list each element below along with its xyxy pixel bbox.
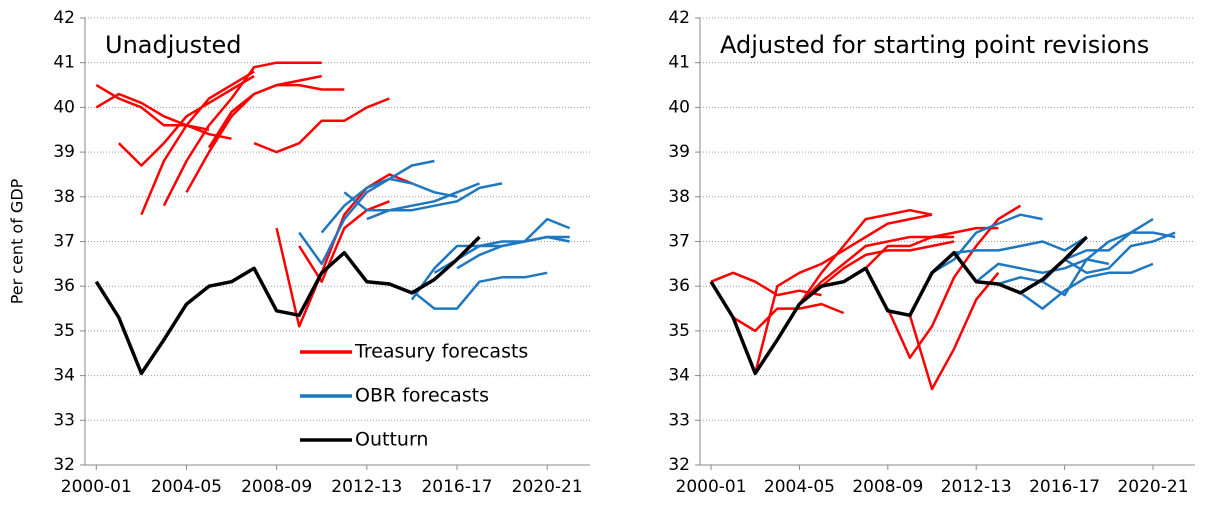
x-tick-label: 2012-13 bbox=[331, 477, 402, 497]
series-line bbox=[140, 70, 255, 216]
series-line bbox=[1019, 262, 1154, 310]
y-tick-label: 36 bbox=[668, 276, 690, 296]
x-tick-label: 2016-17 bbox=[1029, 477, 1100, 497]
series-line bbox=[820, 240, 955, 288]
x-tick-label: 2016-17 bbox=[421, 477, 492, 497]
x-tick-label: 2004-05 bbox=[764, 477, 835, 497]
y-tick-label: 37 bbox=[53, 232, 75, 252]
y-tick-label: 42 bbox=[668, 8, 690, 28]
series-line bbox=[753, 213, 933, 374]
y-tick-label: 38 bbox=[668, 187, 690, 207]
y-axis-label: Per cent of GDP bbox=[8, 178, 27, 304]
x-tick-label: 2004-05 bbox=[151, 477, 222, 497]
legend-label: OBR forecasts bbox=[355, 385, 489, 407]
series-line bbox=[1063, 231, 1176, 275]
series-line bbox=[207, 83, 345, 149]
y-tick-label: 35 bbox=[53, 321, 75, 341]
series-line bbox=[320, 177, 458, 234]
y-tick-label: 38 bbox=[53, 187, 75, 207]
chart: 32 33 34 35 36 37 38 39 40 41 42 2000-01 2004-05 2008… bbox=[8, 8, 590, 497]
y-tick-label: 32 bbox=[668, 455, 690, 475]
y-tick-label: 33 bbox=[668, 410, 690, 430]
series-line bbox=[908, 272, 1000, 391]
series-line bbox=[117, 75, 255, 167]
y-tick-label: 33 bbox=[53, 410, 75, 430]
series-line bbox=[411, 271, 548, 310]
y-tick-label: 40 bbox=[53, 97, 75, 117]
series-line bbox=[275, 173, 413, 328]
y-tick-label: 37 bbox=[668, 232, 690, 252]
series-line bbox=[366, 182, 503, 221]
x-tick-label: 2020-21 bbox=[1117, 477, 1188, 497]
legend-label: Treasury forecasts bbox=[354, 341, 528, 363]
y-tick-label: 34 bbox=[668, 366, 690, 386]
series-line bbox=[798, 235, 955, 305]
x-tick-label: 2020-21 bbox=[512, 477, 583, 497]
x-tick-label: 2000-01 bbox=[676, 477, 747, 497]
series-line bbox=[931, 213, 1043, 274]
x-tick-label: 2012-13 bbox=[941, 477, 1012, 497]
y-tick-label: 39 bbox=[53, 142, 75, 162]
series-line bbox=[253, 97, 390, 154]
series-line bbox=[298, 159, 435, 266]
series-line bbox=[456, 235, 570, 270]
x-tick-label: 2008-09 bbox=[241, 477, 312, 497]
y-tick-label: 32 bbox=[53, 455, 75, 475]
y-tick-label: 39 bbox=[668, 142, 690, 162]
series-line bbox=[953, 235, 1088, 254]
x-tick-label: 2008-09 bbox=[852, 477, 923, 497]
chart: 32 33 34 35 36 37 38 39 40 41 42 2000-01 2004-05 2008… bbox=[668, 8, 1195, 497]
series-line bbox=[732, 302, 845, 333]
series-line bbox=[410, 235, 570, 301]
y-tick-label: 41 bbox=[668, 53, 690, 73]
series-line bbox=[162, 61, 322, 207]
y-tick-label: 41 bbox=[53, 53, 75, 73]
series-line bbox=[864, 226, 999, 270]
x-tick-label: 2000-01 bbox=[61, 477, 132, 497]
y-tick-label: 40 bbox=[668, 97, 690, 117]
series-line bbox=[95, 84, 210, 132]
y-tick-label: 34 bbox=[53, 366, 75, 386]
series-line bbox=[709, 235, 1088, 376]
series-line bbox=[94, 235, 481, 376]
y-tick-label: 36 bbox=[53, 276, 75, 296]
series-line bbox=[343, 182, 480, 212]
series-line bbox=[95, 92, 232, 140]
chart-title: Unadjusted bbox=[105, 31, 242, 59]
y-tick-label: 35 bbox=[668, 321, 690, 341]
y-tick-label: 42 bbox=[53, 8, 75, 28]
chart-title: Adjusted for starting point revisions bbox=[720, 31, 1149, 59]
series-line bbox=[298, 200, 390, 283]
series-line bbox=[886, 204, 1022, 359]
series-line bbox=[710, 271, 822, 297]
legend-label: Outturn bbox=[355, 429, 428, 451]
